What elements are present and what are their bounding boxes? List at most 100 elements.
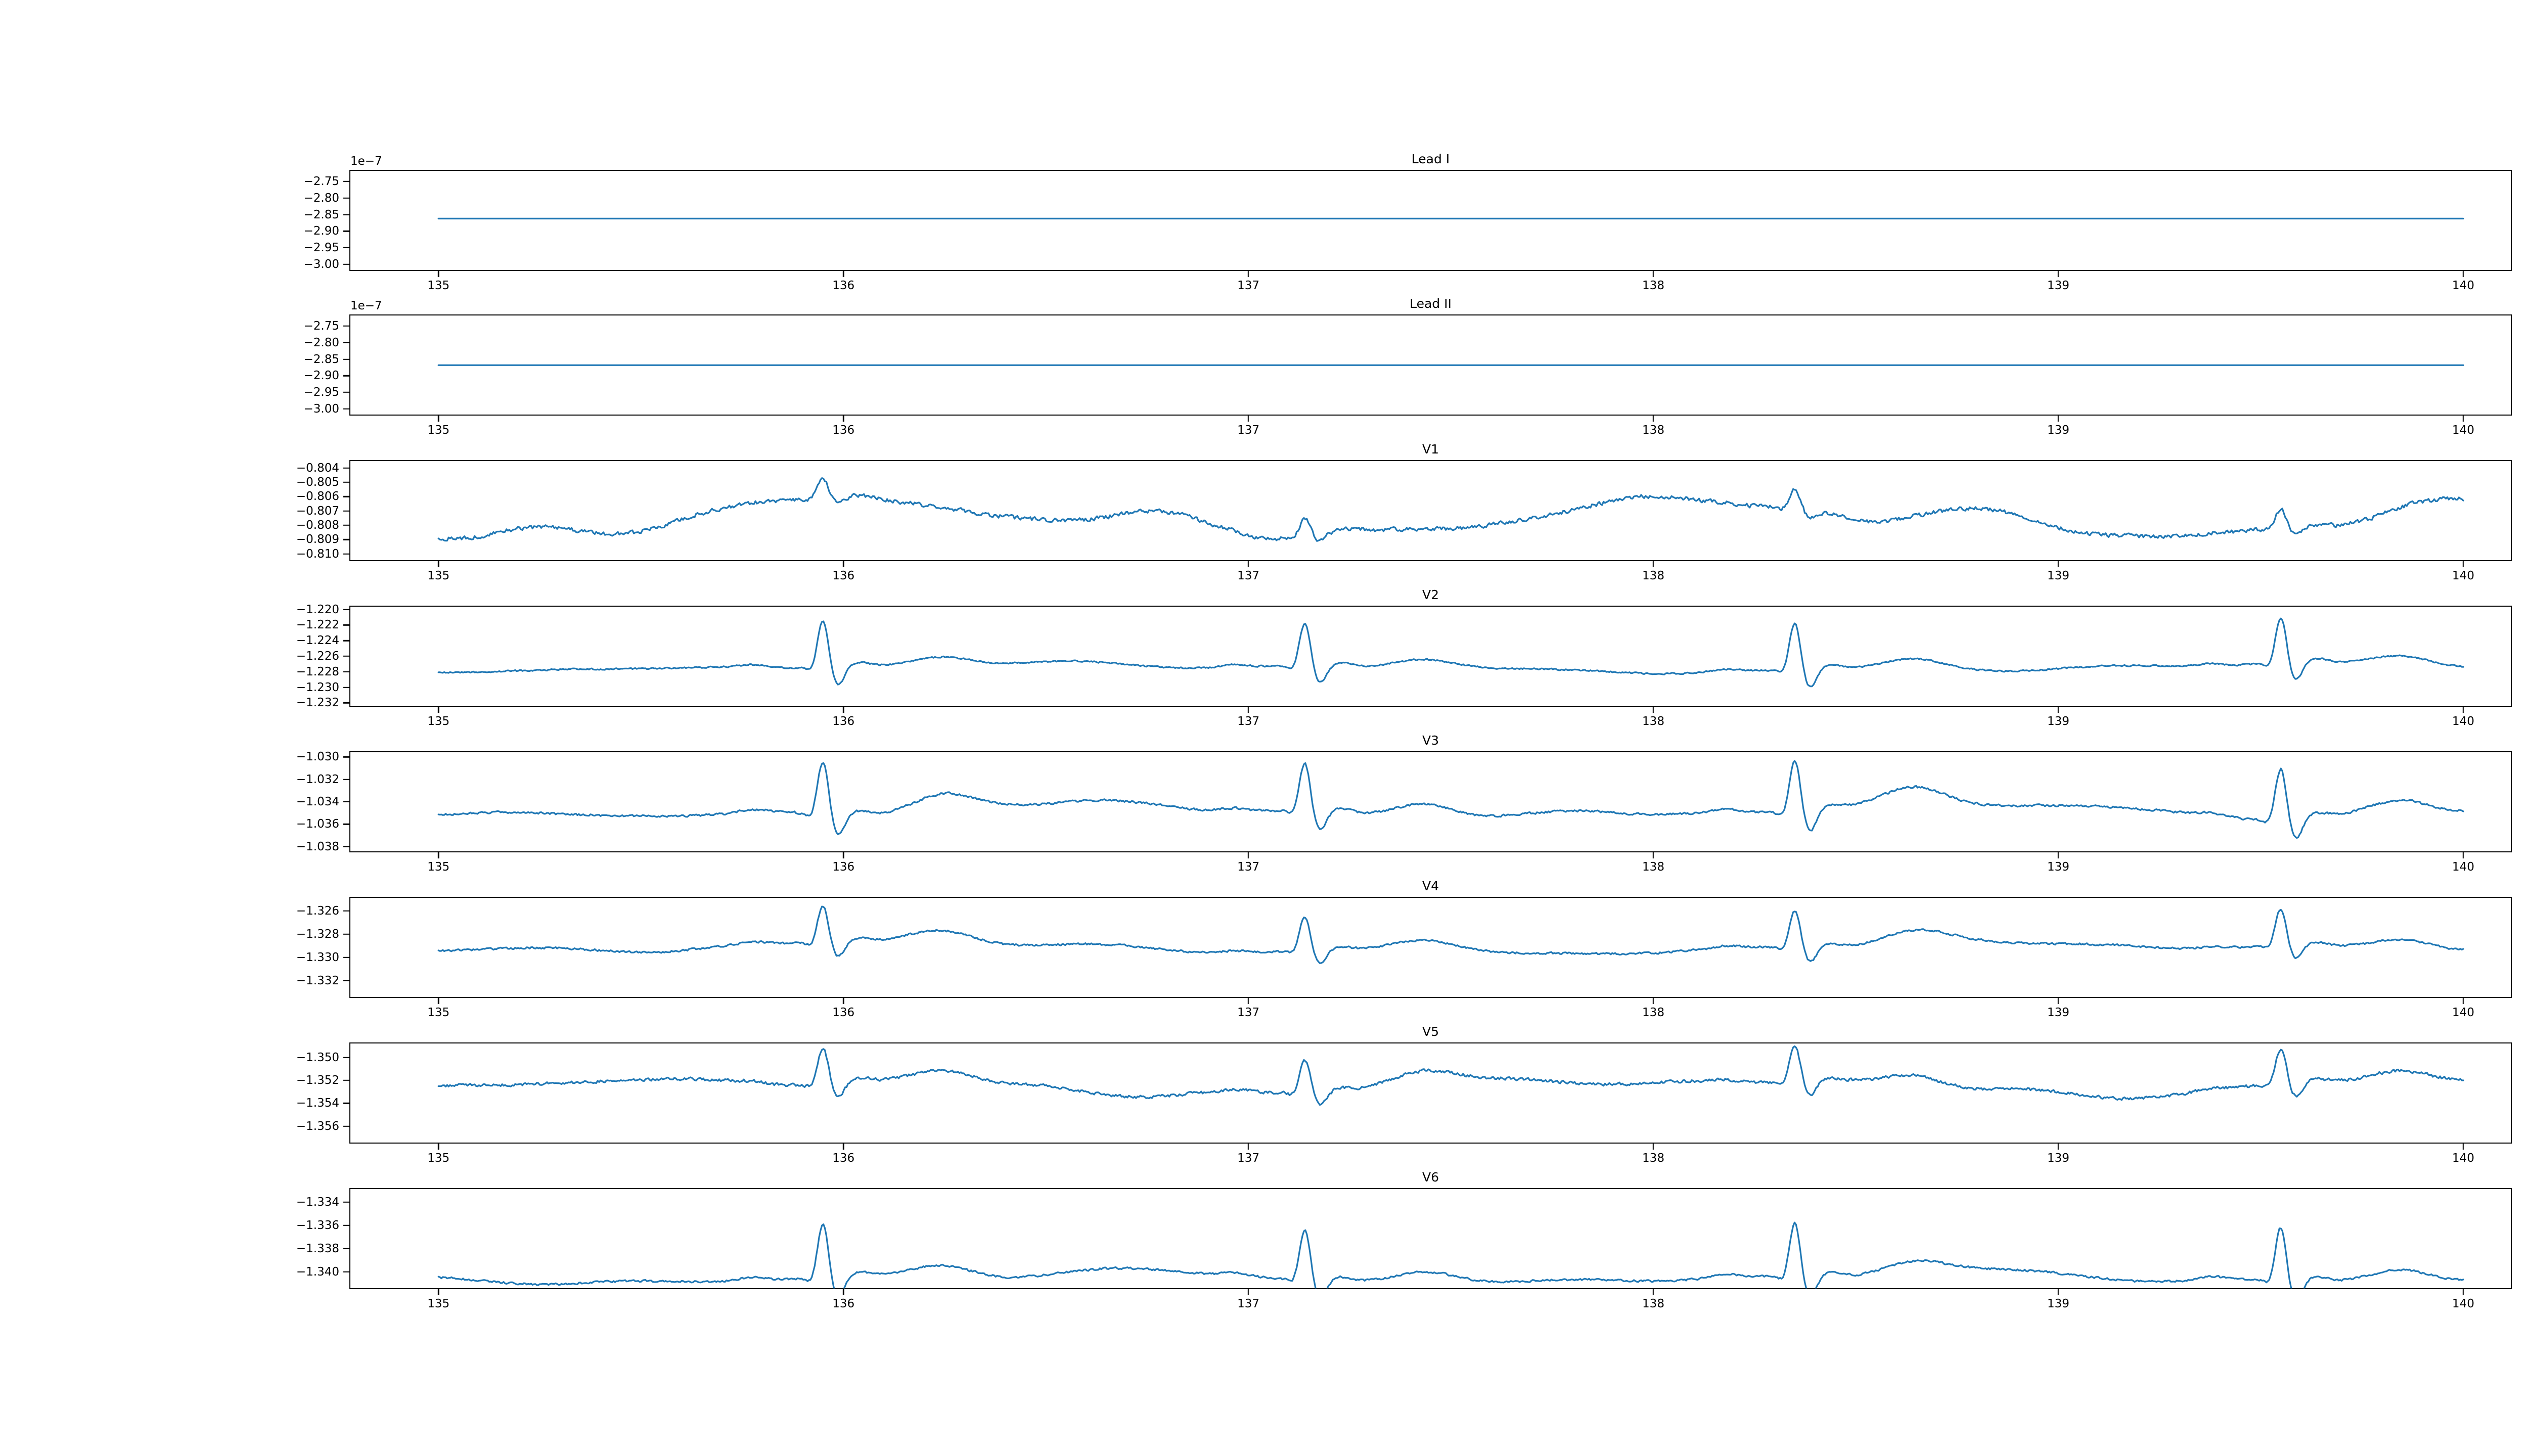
- ecg-trace: [437, 905, 2464, 964]
- y-axis-tick-label: −0.807: [296, 504, 339, 518]
- y-axis-tick-label: −1.352: [296, 1074, 339, 1087]
- y-axis-tick-label: −2.75: [303, 319, 339, 333]
- y-axis-tick-mark: [343, 957, 349, 958]
- x-axis-tick-mark: [2462, 707, 2464, 713]
- y-axis-tick-mark: [343, 1079, 349, 1081]
- y-axis-tick-label: −2.90: [303, 369, 339, 383]
- x-axis-tick-mark: [438, 416, 439, 422]
- y-axis-tick-mark: [343, 609, 349, 610]
- y-axis-tick-label: −1.356: [296, 1119, 339, 1133]
- x-axis-tick-mark: [2462, 561, 2464, 567]
- y-axis-tick-mark: [343, 553, 349, 555]
- y-axis-tick-label: −2.95: [303, 386, 339, 399]
- y-axis-tick-mark: [343, 801, 349, 803]
- ecg-trace: [437, 760, 2464, 839]
- x-axis-tick-mark: [2057, 416, 2059, 422]
- y-axis-tick-mark: [343, 180, 349, 183]
- x-axis-tick-mark: [1247, 416, 1249, 422]
- ecg-panel-v6: V6 −1.334 −1.336 −1.338 −1.340 135 136 137 138 13…: [0, 0, 2528, 1310]
- x-axis-tick-mark: [1652, 271, 1654, 277]
- y-axis-tick-label: −1.220: [296, 603, 339, 616]
- y-axis-tick-mark: [343, 671, 349, 672]
- x-axis-tick-label: 137: [1237, 1297, 1260, 1310]
- ecg-panel-v1: V1 −0.804 −0.805 −0.806 −0.807 −0.808 −0.809 −0…: [0, 0, 2528, 582]
- ecg-panel-lead-i: Lead I 1e−7 −2.75 −2.80 −2.85 −2.90 −2.95 −3.00…: [0, 0, 2528, 292]
- y-axis-tick-mark: [343, 342, 349, 343]
- y-axis-tick-mark: [343, 1103, 349, 1104]
- x-axis-tick-label: 138: [1642, 1152, 1664, 1165]
- x-axis-tick-mark: [1652, 561, 1654, 567]
- x-axis-tick-mark: [842, 271, 844, 277]
- y-axis-tick-label: −1.336: [296, 1218, 339, 1232]
- ecg-trace: [437, 1221, 2464, 1289]
- x-axis-tick-mark: [842, 852, 844, 858]
- y-axis-tick-label: −1.222: [296, 618, 339, 632]
- y-axis-tick-label: −0.808: [296, 519, 339, 532]
- x-axis-tick-mark: [2462, 1144, 2464, 1150]
- panel-title: V2: [1422, 587, 1439, 602]
- y-axis-tick-label: −2.75: [303, 174, 339, 188]
- x-axis-tick-mark: [438, 707, 439, 713]
- x-axis-tick-mark: [2462, 1289, 2464, 1295]
- x-axis-tick-label: 137: [1237, 424, 1260, 437]
- x-axis-tick-label: 136: [832, 860, 855, 874]
- x-axis-tick-label: 140: [2452, 1006, 2474, 1019]
- x-axis-tick-label: 138: [1642, 279, 1664, 292]
- ecg-trace: [437, 477, 2464, 542]
- x-axis-tick-label: 136: [832, 1152, 855, 1165]
- x-axis-tick-mark: [438, 271, 439, 277]
- x-axis-tick-label: 136: [832, 424, 855, 437]
- x-axis-tick-label: 140: [2452, 860, 2474, 874]
- x-axis-tick-mark: [2057, 561, 2059, 567]
- x-axis-tick-label: 135: [427, 715, 450, 728]
- y-axis-tick-label: −1.030: [296, 750, 339, 764]
- y-axis-tick-mark: [343, 779, 349, 780]
- y-axis-tick-mark: [343, 231, 349, 232]
- ecg-panel-v4: V4 −1.326 −1.328 −1.330 −1.332 135 136 137 138 13…: [0, 0, 2528, 1019]
- y-axis-tick-label: −1.326: [296, 904, 339, 918]
- x-axis-tick-mark: [2057, 271, 2059, 277]
- panel-title: V1: [1422, 442, 1439, 457]
- x-axis-tick-label: 138: [1642, 424, 1664, 437]
- x-axis-tick-label: 136: [832, 279, 855, 292]
- x-axis-tick-label: 137: [1237, 279, 1260, 292]
- x-axis-tick-mark: [438, 852, 439, 858]
- x-axis-tick-label: 139: [2047, 424, 2069, 437]
- y-axis-tick-mark: [343, 481, 349, 483]
- x-axis-tick-mark: [438, 561, 439, 567]
- x-axis-tick-mark: [842, 416, 844, 422]
- x-axis-tick-mark: [842, 1144, 844, 1150]
- x-axis-tick-label: 137: [1237, 715, 1260, 728]
- x-axis-tick-mark: [1652, 707, 1654, 713]
- x-axis-tick-label: 139: [2047, 569, 2069, 582]
- y-axis-tick-label: −2.85: [303, 208, 339, 221]
- y-axis-tick-mark: [343, 910, 349, 912]
- panel-title: Lead II: [1410, 296, 1452, 311]
- y-axis-tick-mark: [343, 247, 349, 249]
- y-axis-tick-mark: [343, 408, 349, 410]
- x-axis-tick-mark: [1652, 998, 1654, 1004]
- ecg-panel-lead-ii: Lead II 1e−7 −2.75 −2.80 −2.85 −2.90 −2.95 −3.0…: [0, 0, 2528, 437]
- y-axis-tick-mark: [343, 524, 349, 526]
- y-axis-tick-label: −1.350: [296, 1051, 339, 1064]
- y-axis-tick-label: −1.340: [296, 1265, 339, 1279]
- x-axis-tick-mark: [2057, 707, 2059, 713]
- y-axis-tick-mark: [343, 467, 349, 469]
- x-axis-tick-mark: [1247, 1289, 1249, 1295]
- x-axis-tick-mark: [2462, 416, 2464, 422]
- y-axis-tick-label: −0.805: [296, 475, 339, 489]
- y-axis-tick-mark: [343, 846, 349, 848]
- y-axis-tick-label: −2.90: [303, 224, 339, 238]
- x-axis-tick-label: 136: [832, 1006, 855, 1019]
- y-axis-tick-mark: [343, 1201, 349, 1203]
- y-axis-tick-mark: [343, 375, 349, 377]
- x-axis-tick-label: 140: [2452, 569, 2474, 582]
- y-axis-tick-label: −1.036: [296, 817, 339, 831]
- y-axis-tick-mark: [343, 980, 349, 981]
